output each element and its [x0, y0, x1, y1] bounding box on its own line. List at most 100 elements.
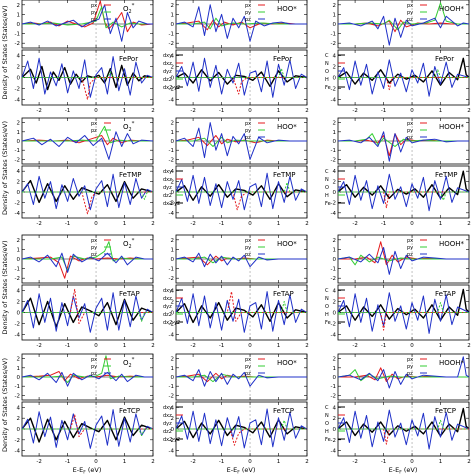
series-line-blue: [175, 408, 308, 449]
y-tick-label: 4: [17, 169, 21, 175]
series-line-green: [337, 369, 469, 382]
series-line-blue: [21, 173, 154, 211]
series-line-green: [338, 419, 469, 430]
y-tick-label: -2: [15, 322, 20, 328]
series-line-blue: [21, 131, 154, 160]
y-tick-label: -2: [331, 41, 336, 47]
series-line-green: [176, 17, 307, 30]
legend-entry: dxz: [163, 296, 172, 302]
x-tick-label: 0: [94, 343, 98, 349]
legend-entry: py: [407, 364, 413, 370]
legend-entry: C: [325, 169, 329, 175]
panel-label: HOOH*: [439, 240, 465, 248]
series-line-green: [176, 301, 307, 313]
y-tick-label: 0: [171, 427, 175, 433]
series-line-blue: [21, 409, 154, 449]
legend-entry: dxz: [163, 413, 172, 419]
x-tick-label: 2: [305, 459, 309, 465]
legend-entry: C: [325, 405, 329, 411]
x-tick-label: 1: [277, 343, 281, 349]
y-tick-label: -2: [331, 276, 336, 282]
y-tick-label: -4: [15, 211, 21, 217]
legend-entry: dyz: [163, 304, 172, 310]
y-tick-label: -2: [169, 438, 174, 444]
legend-entry: H: [325, 429, 329, 435]
panel-label: FePor: [435, 55, 454, 63]
series-line-green: [338, 302, 469, 313]
y-tick-label: 2: [17, 416, 21, 422]
series-line-blue: [175, 252, 307, 268]
panel-label: FeTMP: [119, 171, 142, 179]
legend-entry: O: [325, 69, 329, 75]
x-tick-label: -2: [36, 108, 41, 114]
x-axis-label: E-EF (eV): [73, 466, 102, 476]
legend-entry: Fe: [325, 437, 331, 443]
legend-entry: py: [245, 128, 251, 134]
legend-entry: py: [407, 245, 413, 251]
panel-label: O2*: [123, 357, 135, 369]
y-axis-label: Density of States (States/eV): [1, 5, 9, 99]
series-line-green: [338, 191, 469, 201]
y-tick-label: -4: [331, 98, 337, 104]
x-tick-label: 1: [277, 108, 281, 114]
panel-label: FeTMP: [435, 171, 458, 179]
y-tick-label: 4: [333, 169, 337, 175]
legend-entry: dz2: [163, 312, 172, 318]
y-tick-label: 1: [171, 366, 175, 372]
y-tick-label: 2: [17, 3, 21, 9]
panel-label: O2*: [123, 3, 135, 15]
y-tick-label: 4: [333, 54, 337, 60]
y-tick-label: 0: [333, 190, 337, 196]
y-tick-label: -2: [15, 87, 20, 93]
panel-label: FeTCP: [435, 407, 456, 415]
series-line-blue: [175, 172, 308, 211]
y-tick-label: -1: [15, 384, 20, 390]
x-tick-label: 0: [410, 108, 414, 114]
x-tick-label: -2: [352, 343, 357, 349]
x-tick-label: -1: [65, 343, 70, 349]
legend-entry: pz: [407, 17, 413, 23]
x-tick-label: 0: [248, 459, 252, 465]
x-tick-label: 2: [467, 221, 471, 227]
panel-bottom-r3-c0: -4 -2 0 2 4 -2 -1 0 1 2 FeTCP: [15, 401, 155, 465]
y-tick-label: 0: [171, 22, 175, 28]
legend-entry: py: [91, 245, 97, 251]
x-tick-label: 1: [277, 221, 281, 227]
y-tick-label: 0: [171, 76, 175, 82]
x-tick-label: 1: [439, 221, 443, 227]
panel-label: HOOH*: [439, 123, 465, 131]
series-line-blue: [175, 291, 308, 333]
series-line-blue: [175, 4, 307, 42]
panel-bottom-r3-c1: -4 -2 0 2 4 -2 -1 0 1 2 FeTCP dxy dxz dyz dz2 dx2-y2: [163, 401, 309, 465]
y-tick-label: 0: [17, 76, 21, 82]
legend-entry: dx2-y2: [163, 320, 180, 326]
series-line-blue: [21, 56, 154, 98]
y-tick-label: 1: [171, 12, 175, 18]
panel-label: HOO*: [277, 123, 297, 131]
y-tick-label: -4: [15, 333, 21, 339]
panel-label: HOOH*: [439, 5, 465, 13]
x-tick-label: 2: [151, 343, 155, 349]
panel-bottom-r2-c1: -4 -2 0 2 4 -2 -1 0 1 2 FeTAP dxy dxz dyz dz2 dx2-y2: [163, 284, 309, 349]
y-tick-label: -4: [169, 449, 175, 455]
legend-entry: py: [245, 245, 251, 251]
x-tick-label: 0: [410, 221, 414, 227]
series-line-red: [338, 191, 469, 209]
legend-entry: H: [325, 312, 329, 318]
series-line-red: [175, 19, 307, 31]
y-tick-label: 4: [171, 169, 175, 175]
x-tick-label: 0: [94, 221, 98, 227]
legend-entry: H: [325, 77, 329, 83]
y-tick-label: 4: [17, 405, 21, 411]
legend-entry: pz: [91, 128, 97, 134]
y-tick-label: -1: [169, 267, 174, 273]
y-tick-label: 0: [171, 257, 175, 263]
legend-entry: N: [325, 177, 329, 183]
legend-entry: dxy: [163, 53, 172, 59]
series-line-green: [22, 355, 153, 383]
y-tick-label: -4: [169, 98, 175, 104]
